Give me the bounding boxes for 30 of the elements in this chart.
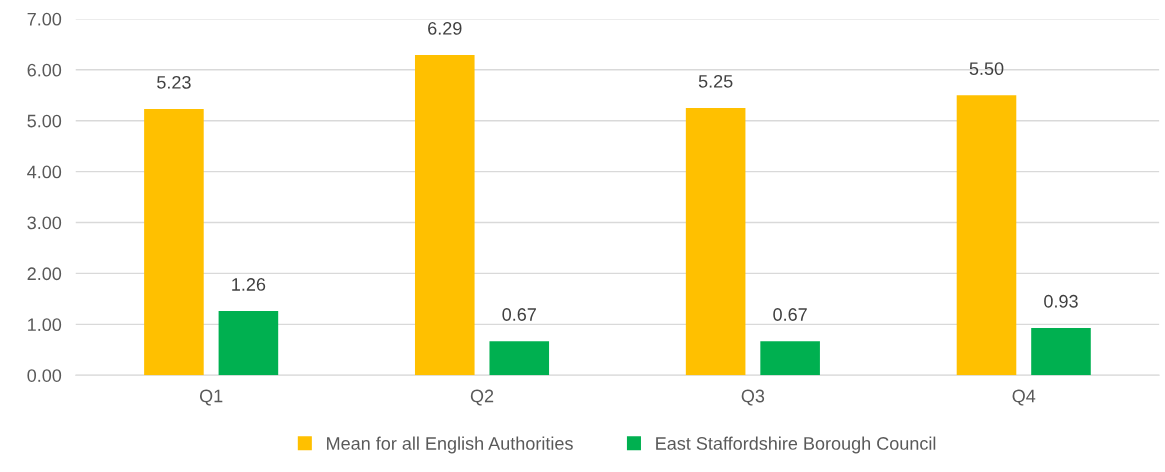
y-tick-label: 5.00 bbox=[27, 114, 62, 128]
data-label: 5.25 bbox=[698, 74, 733, 88]
bar bbox=[760, 341, 820, 376]
legend-label: Mean for all English Authorities bbox=[327, 436, 573, 454]
data-label: 0.67 bbox=[773, 308, 807, 321]
y-tick-label: 0.00 bbox=[27, 369, 62, 382]
y-tick-label: 2.00 bbox=[27, 267, 62, 281]
data-label: 0.93 bbox=[1044, 294, 1078, 308]
bar bbox=[956, 95, 1017, 376]
data-label: 5.50 bbox=[969, 62, 1004, 76]
bar bbox=[218, 311, 279, 376]
x-tick-label: Q2 bbox=[470, 389, 494, 406]
y-tick-label: 4.00 bbox=[27, 165, 62, 179]
y-tick-label: 3.00 bbox=[27, 216, 62, 230]
bar bbox=[685, 107, 746, 376]
y-tick-label: 1.00 bbox=[28, 318, 62, 332]
data-label: 1.26 bbox=[232, 278, 266, 291]
legend-label: East Staffordshire Borough Council bbox=[656, 436, 936, 454]
bar bbox=[414, 55, 475, 376]
y-tick-label: 7.00 bbox=[27, 12, 62, 26]
y-tick-label: 6.00 bbox=[27, 63, 62, 77]
x-tick-label: Q4 bbox=[1012, 389, 1036, 406]
bar bbox=[144, 108, 204, 376]
data-label: 5.23 bbox=[157, 75, 191, 89]
data-label: 0.67 bbox=[502, 308, 536, 321]
data-label: 6.29 bbox=[428, 22, 462, 35]
bar bbox=[489, 341, 550, 376]
x-tick-label: Q3 bbox=[741, 389, 765, 406]
bar bbox=[1031, 327, 1091, 376]
x-tick-label: Q1 bbox=[199, 389, 223, 406]
